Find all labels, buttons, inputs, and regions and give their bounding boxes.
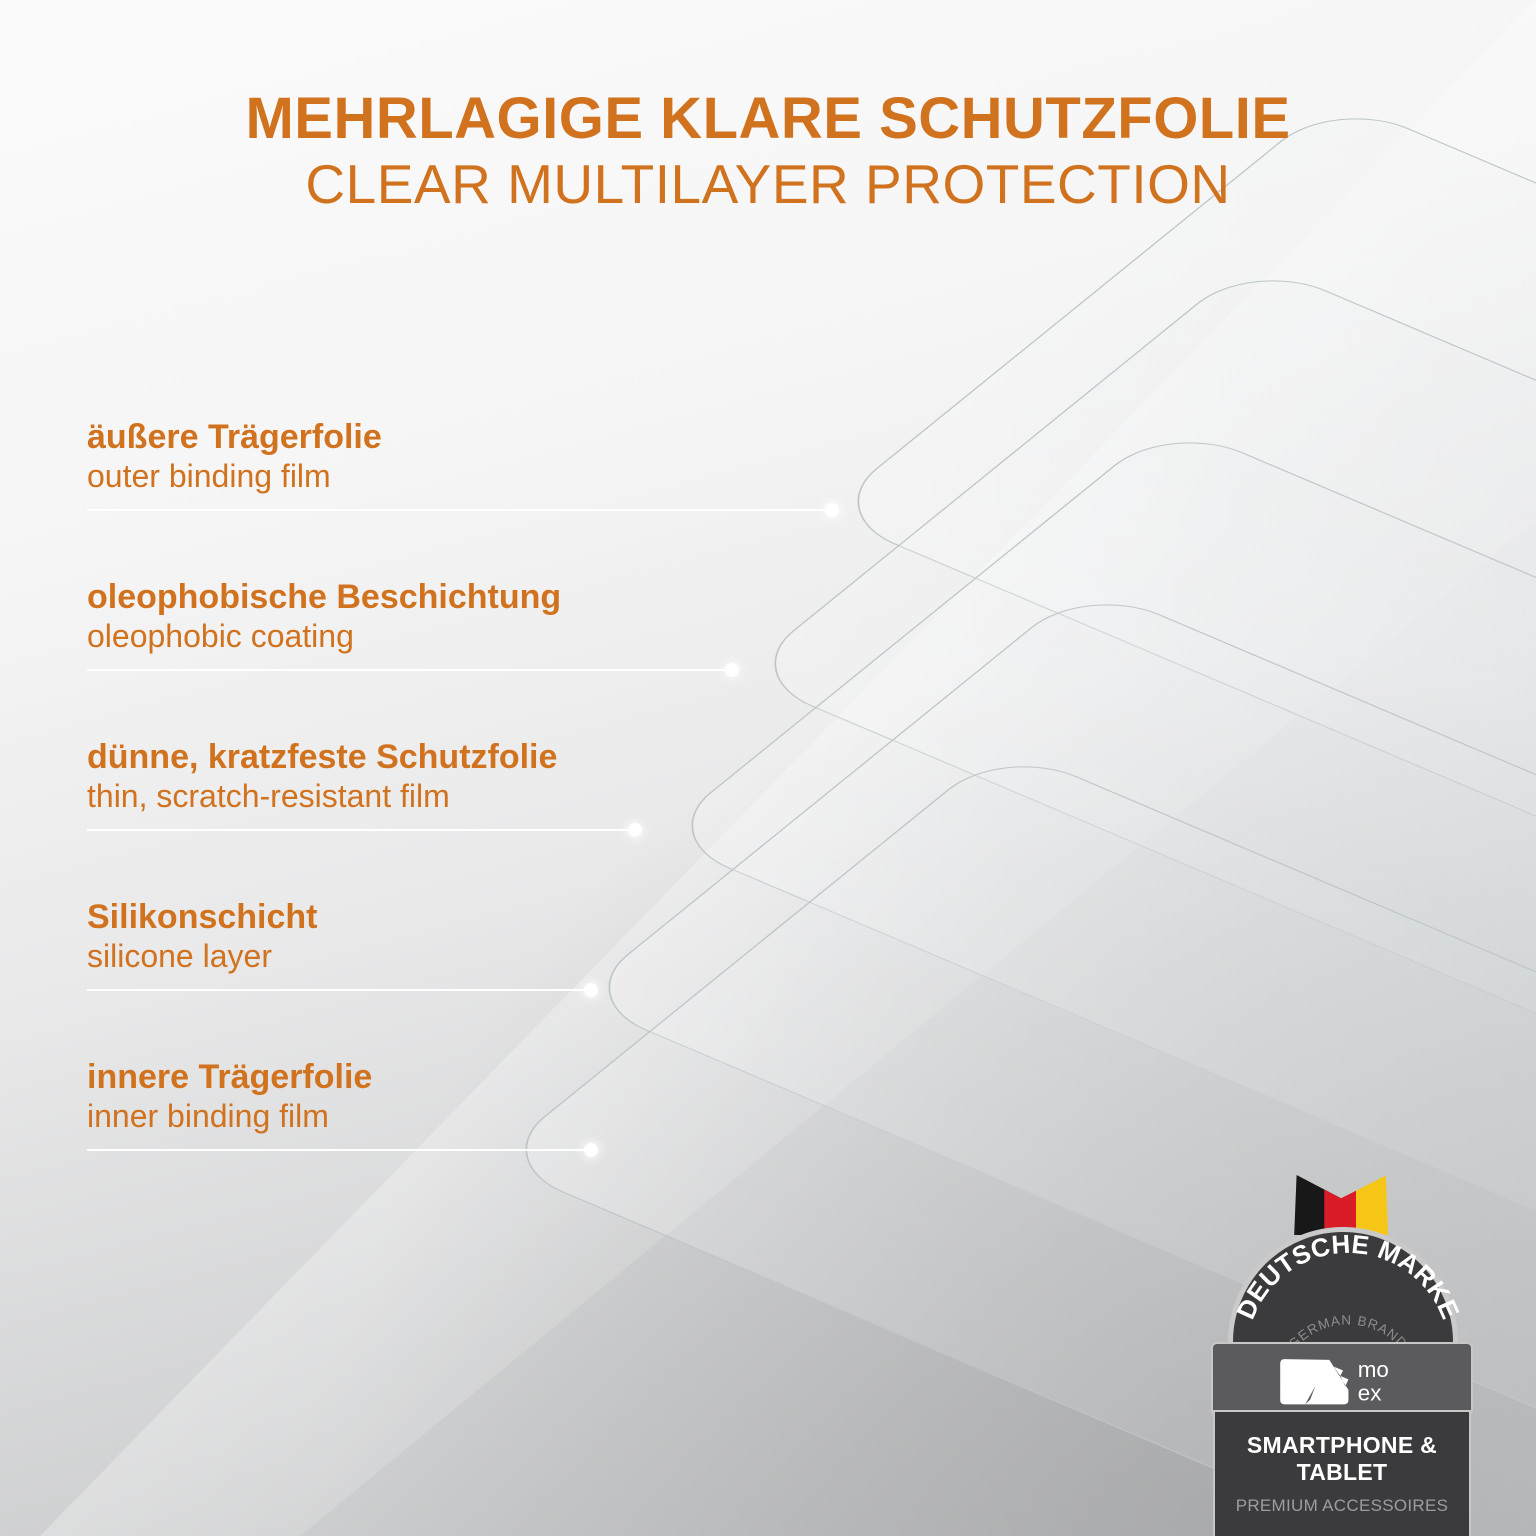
svg-text:ex: ex (1358, 1380, 1382, 1405)
svg-text:mo: mo (1358, 1357, 1389, 1382)
svg-text:DEUTSCHE MARKE: DEUTSCHE MARKE (1233, 1232, 1463, 1323)
